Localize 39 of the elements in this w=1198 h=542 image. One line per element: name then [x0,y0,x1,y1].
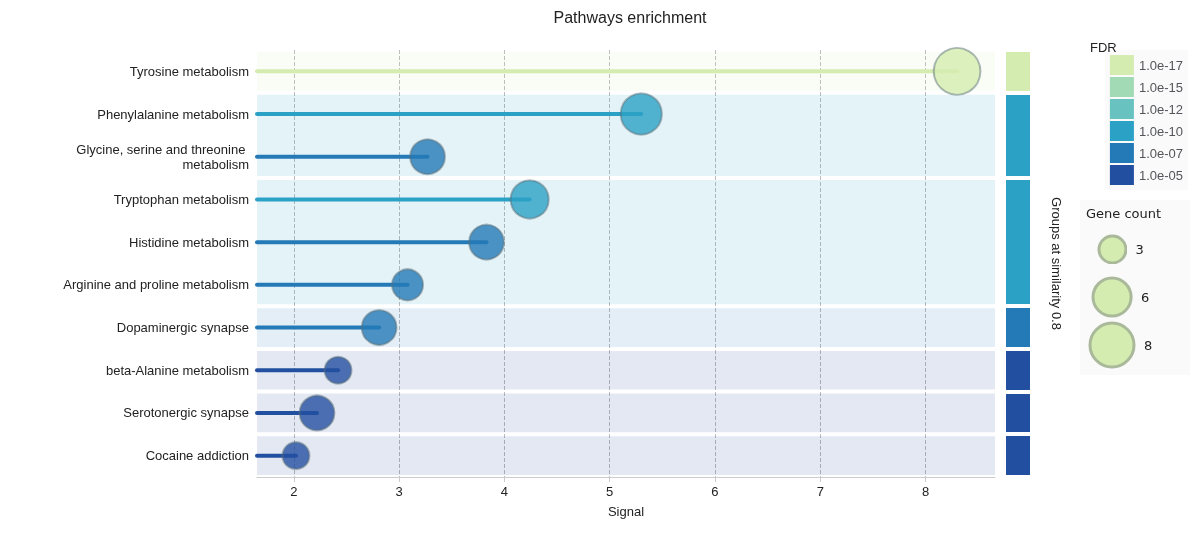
x-tick-label: 6 [711,484,719,499]
y-tick-label: Dopaminergic synapse [116,320,249,336]
y-tick-label: Tryptophan metabolism [113,191,249,207]
legend-label: 8 [1144,337,1153,353]
y-tick-label: Cocaine addiction [145,448,249,464]
text: Gene count [1086,206,1163,221]
x-tick-label: 4 [500,484,509,499]
legend-label: 1.0e-12 [1138,101,1183,117]
x-tick-label: 8 [921,484,930,499]
legend-label: 3 [1135,241,1144,257]
y-tick-label: Phenylalanine metabolism [97,106,249,122]
legend-label: 1.0e-10 [1138,123,1183,139]
point [619,92,663,136]
point [281,441,311,471]
point [932,47,982,96]
x-axis-title: Signal [607,504,645,519]
point [468,223,505,261]
y-tick-label: Tyrosine metabolism [129,63,249,79]
y2-axis-title: Groups at similarity 0.8 [1049,197,1064,330]
point [509,179,550,220]
legend-label: 6 [1141,289,1150,305]
legend-label: 1.0e-05 [1138,167,1183,183]
legend-label: 1.0e-15 [1138,79,1183,95]
point [360,309,398,346]
x-tick-label: 2 [290,484,298,499]
x-tick-label: 5 [606,484,614,499]
legend-label: 1.0e-07 [1138,145,1183,161]
legend-label: 1.0e-17 [1138,57,1183,73]
y-tick-label: Histidine metabolism [129,234,249,250]
legend-title: FDR [1090,40,1117,55]
x-tick-label: 7 [816,484,824,499]
y-tick-label: Arginine and proline metabolism [63,277,249,293]
x-tick-label: 3 [395,484,403,499]
point [409,138,446,176]
chart-title: Pathways enrichment [553,8,708,26]
y-tick-label: beta-Alanine metabolism [105,362,249,378]
point [323,355,353,385]
y-tick-label: Serotonergic synapse [123,405,249,421]
y-tick-label: Glycine, serine and threonine metabolism [76,141,249,172]
